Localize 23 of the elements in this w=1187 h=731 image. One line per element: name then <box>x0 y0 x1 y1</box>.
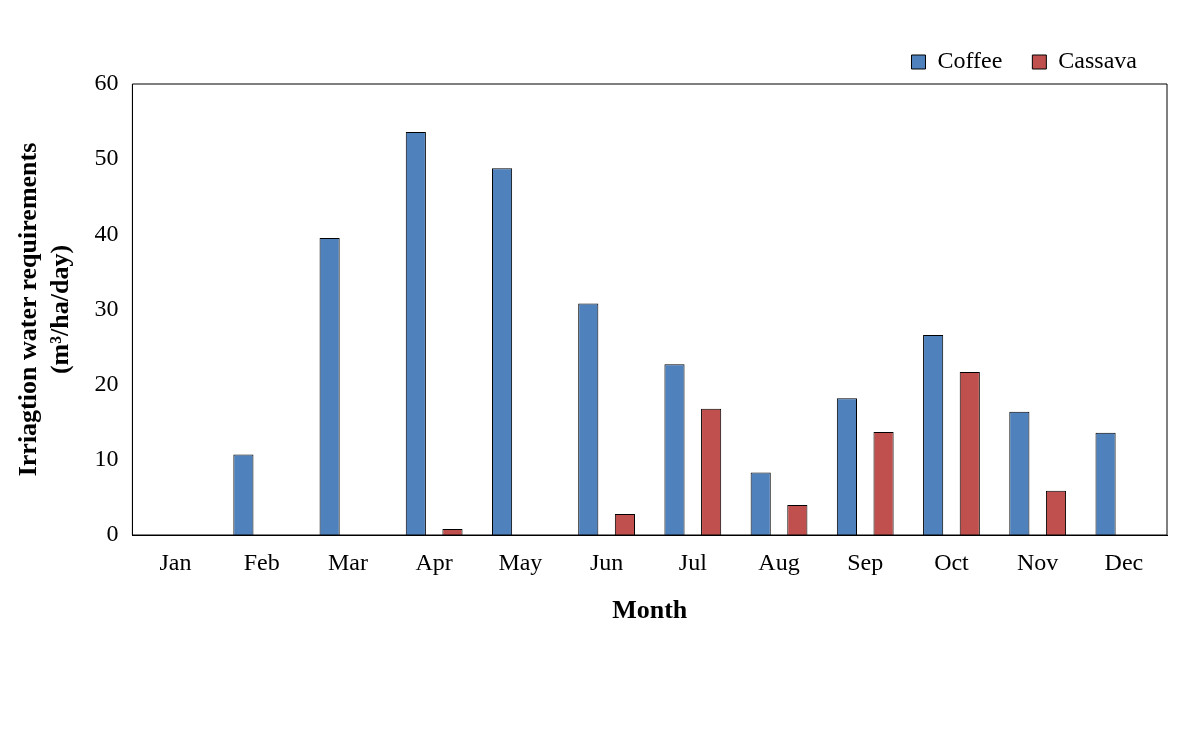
x-tick-label: Aug <box>758 548 800 575</box>
y-tick-label: 40 <box>94 219 119 246</box>
y-tick-label: 60 <box>94 69 119 96</box>
x-axis-title: Month <box>612 595 688 625</box>
y-tick-label: 10 <box>94 445 119 472</box>
x-tick-label: Jun <box>589 548 624 575</box>
x-tick-label: Oct <box>934 548 970 575</box>
x-tick-label: Apr <box>415 548 453 575</box>
y-tick-label: 50 <box>94 144 119 171</box>
legend-label: Cassava <box>1058 47 1138 74</box>
x-tick-label: Jan <box>159 548 192 575</box>
x-tick-label: Dec <box>1104 548 1144 575</box>
y-axis-title: Irriagtion water requirements (m³/ha/day) <box>13 142 74 477</box>
legend-label: Coffee <box>937 47 1003 74</box>
x-tick-label: Feb <box>243 548 280 575</box>
x-tick-label: Mar <box>327 548 368 575</box>
y-tick-label: 30 <box>94 294 119 321</box>
y-tick-label: 20 <box>94 369 119 396</box>
y-tick-label: 0 <box>106 520 119 547</box>
x-tick-label: May <box>498 548 543 575</box>
x-tick-label: Jul <box>678 548 708 575</box>
x-tick-label: Sep <box>847 548 884 575</box>
x-tick-label: Nov <box>1017 548 1059 575</box>
